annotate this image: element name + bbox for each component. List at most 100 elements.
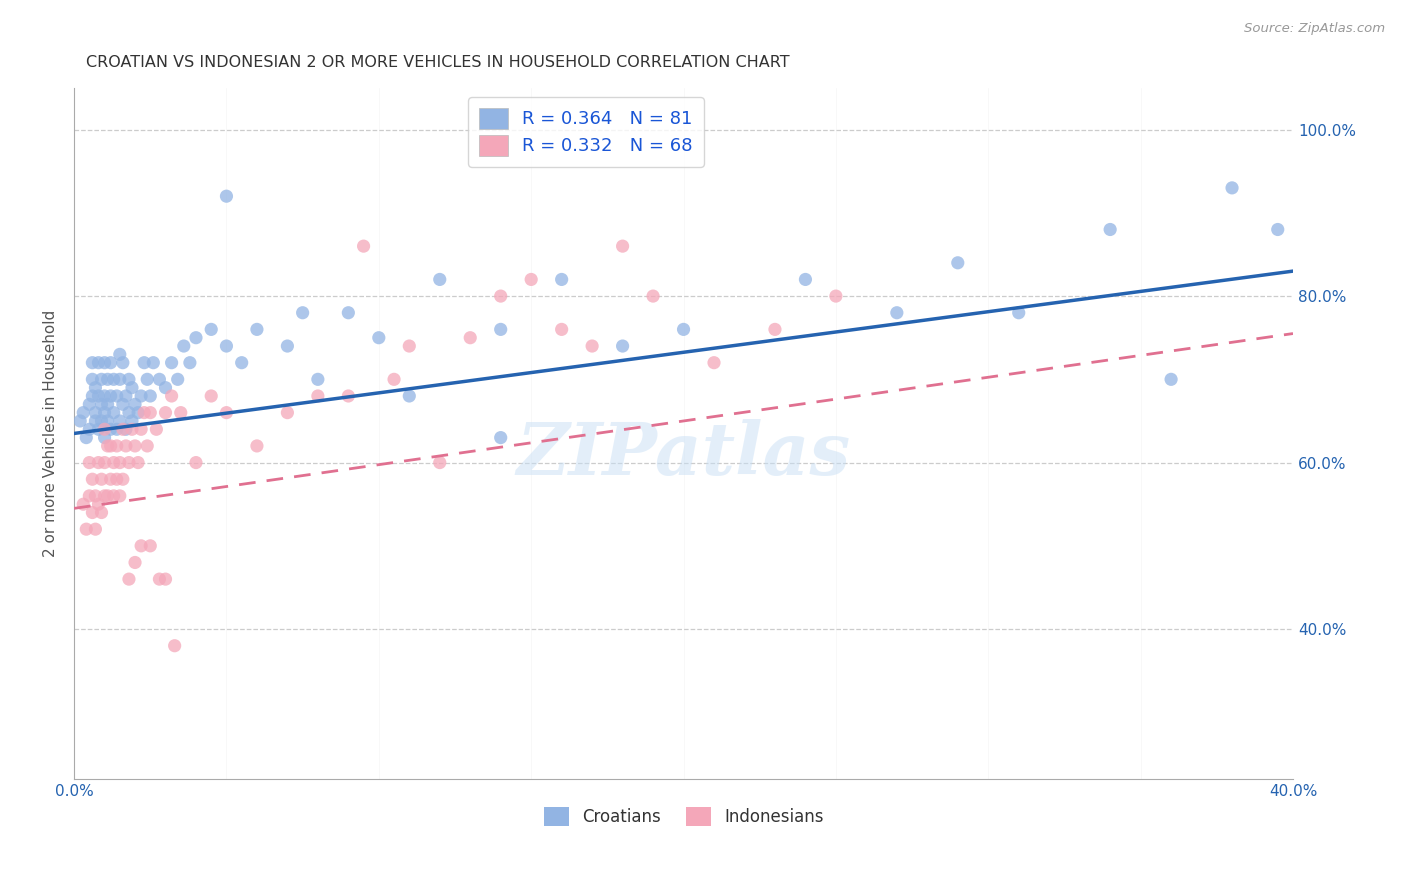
Point bbox=[87, 389, 110, 403]
Point bbox=[429, 272, 451, 286]
Point bbox=[1008, 306, 1031, 320]
Point bbox=[87, 422, 110, 436]
Point bbox=[121, 422, 143, 436]
Point bbox=[75, 522, 97, 536]
Point bbox=[215, 189, 238, 203]
Point bbox=[155, 381, 177, 395]
Point bbox=[489, 322, 512, 336]
Point bbox=[398, 389, 420, 403]
Point bbox=[100, 439, 122, 453]
Point bbox=[155, 572, 177, 586]
Point bbox=[458, 331, 481, 345]
Text: Source: ZipAtlas.com: Source: ZipAtlas.com bbox=[1244, 22, 1385, 36]
Point bbox=[127, 456, 149, 470]
Point bbox=[173, 339, 195, 353]
Point bbox=[139, 539, 162, 553]
Point bbox=[111, 472, 134, 486]
Point bbox=[1220, 181, 1243, 195]
Point bbox=[97, 372, 120, 386]
Point bbox=[129, 389, 152, 403]
Point bbox=[93, 356, 115, 370]
Point bbox=[103, 489, 125, 503]
Point bbox=[641, 289, 664, 303]
Point bbox=[307, 389, 329, 403]
Point bbox=[166, 372, 188, 386]
Point bbox=[105, 389, 128, 403]
Point bbox=[215, 406, 238, 420]
Point bbox=[93, 406, 115, 420]
Point bbox=[124, 556, 146, 570]
Point bbox=[160, 389, 183, 403]
Point bbox=[246, 322, 269, 336]
Point bbox=[672, 322, 695, 336]
Point bbox=[307, 372, 329, 386]
Point bbox=[87, 497, 110, 511]
Point bbox=[550, 322, 572, 336]
Point bbox=[337, 306, 360, 320]
Point bbox=[886, 306, 908, 320]
Point bbox=[118, 372, 141, 386]
Point bbox=[121, 381, 143, 395]
Point bbox=[93, 422, 115, 436]
Point bbox=[276, 406, 298, 420]
Point bbox=[108, 414, 131, 428]
Point bbox=[100, 422, 122, 436]
Point bbox=[367, 331, 389, 345]
Point bbox=[1267, 222, 1289, 236]
Point bbox=[75, 431, 97, 445]
Point bbox=[129, 539, 152, 553]
Point bbox=[231, 356, 253, 370]
Point bbox=[72, 406, 94, 420]
Point bbox=[108, 372, 131, 386]
Point bbox=[84, 414, 107, 428]
Text: CROATIAN VS INDONESIAN 2 OR MORE VEHICLES IN HOUSEHOLD CORRELATION CHART: CROATIAN VS INDONESIAN 2 OR MORE VEHICLE… bbox=[86, 55, 790, 70]
Point bbox=[1160, 372, 1182, 386]
Point bbox=[82, 356, 104, 370]
Point bbox=[115, 422, 138, 436]
Point bbox=[145, 422, 167, 436]
Point bbox=[429, 456, 451, 470]
Point bbox=[276, 339, 298, 353]
Point bbox=[90, 372, 112, 386]
Point bbox=[79, 422, 101, 436]
Point bbox=[612, 339, 634, 353]
Point bbox=[87, 356, 110, 370]
Point bbox=[90, 506, 112, 520]
Point bbox=[200, 322, 222, 336]
Point bbox=[121, 414, 143, 428]
Point bbox=[111, 397, 134, 411]
Point bbox=[398, 339, 420, 353]
Point bbox=[489, 431, 512, 445]
Point bbox=[127, 406, 149, 420]
Point bbox=[134, 406, 156, 420]
Point bbox=[82, 372, 104, 386]
Point bbox=[84, 406, 107, 420]
Point bbox=[129, 422, 152, 436]
Point bbox=[612, 239, 634, 253]
Point bbox=[93, 489, 115, 503]
Point bbox=[103, 456, 125, 470]
Point bbox=[184, 456, 207, 470]
Point bbox=[118, 406, 141, 420]
Point bbox=[246, 439, 269, 453]
Point bbox=[148, 372, 170, 386]
Y-axis label: 2 or more Vehicles in Household: 2 or more Vehicles in Household bbox=[44, 310, 58, 558]
Point bbox=[97, 414, 120, 428]
Point bbox=[111, 356, 134, 370]
Point bbox=[82, 472, 104, 486]
Point bbox=[337, 389, 360, 403]
Point bbox=[93, 431, 115, 445]
Point bbox=[100, 389, 122, 403]
Point bbox=[124, 439, 146, 453]
Point bbox=[160, 356, 183, 370]
Point bbox=[97, 489, 120, 503]
Point bbox=[382, 372, 405, 386]
Point bbox=[100, 472, 122, 486]
Point bbox=[79, 397, 101, 411]
Point bbox=[84, 522, 107, 536]
Point bbox=[136, 372, 159, 386]
Point bbox=[115, 439, 138, 453]
Point bbox=[105, 422, 128, 436]
Point bbox=[111, 422, 134, 436]
Point bbox=[87, 456, 110, 470]
